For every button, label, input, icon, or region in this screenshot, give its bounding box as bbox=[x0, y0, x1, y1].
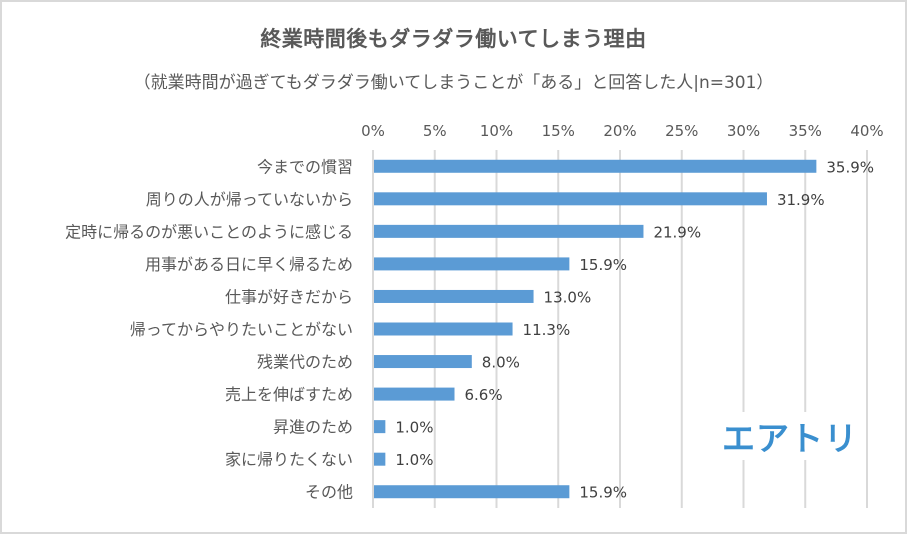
category-label: 周りの人が帰っていないから bbox=[146, 190, 353, 209]
category-labels: 今までの慣習周りの人が帰っていないから定時に帰るのが悪いことのように感じる用事が… bbox=[65, 157, 353, 501]
category-label: 定時に帰るのが悪いことのように感じる bbox=[65, 222, 353, 241]
x-tick-label: 40% bbox=[850, 122, 883, 140]
data-label: 15.9% bbox=[579, 256, 627, 274]
data-label: 1.0% bbox=[395, 419, 433, 437]
data-label: 31.9% bbox=[777, 191, 825, 209]
data-label: 1.0% bbox=[395, 451, 433, 469]
bar bbox=[374, 452, 386, 466]
category-label: 今までの慣習 bbox=[257, 157, 353, 176]
bar bbox=[374, 257, 570, 271]
bars bbox=[374, 159, 817, 499]
category-label: 仕事が好きだから bbox=[225, 287, 353, 306]
category-label: 売上を伸ばすため bbox=[225, 385, 353, 404]
x-tick-label: 10% bbox=[480, 122, 513, 140]
bar bbox=[374, 224, 644, 238]
data-label: 35.9% bbox=[826, 158, 874, 176]
data-label: 13.0% bbox=[544, 288, 592, 306]
x-tick-label: 5% bbox=[423, 122, 447, 140]
bar bbox=[374, 289, 534, 303]
x-axis-ticks: 0% 5% 10% 15% 20% 25% 30% 35% 40% bbox=[361, 122, 884, 140]
x-tick-label: 35% bbox=[789, 122, 822, 140]
chart-subtitle: （就業時間が過ぎてもダラダラ働いてしまうことが「ある」と回答した人|n=301） bbox=[133, 73, 774, 93]
bar bbox=[374, 159, 817, 173]
data-label: 8.0% bbox=[482, 354, 520, 372]
x-tick-label: 0% bbox=[361, 122, 385, 140]
category-label: 用事がある日に早く帰るため bbox=[145, 255, 353, 274]
x-tick-label: 30% bbox=[727, 122, 760, 140]
data-label: 15.9% bbox=[579, 484, 627, 502]
bar bbox=[374, 485, 570, 499]
x-tick-label: 25% bbox=[665, 122, 698, 140]
data-labels: 35.9%31.9% 21.9% 15.9% 13.0% 11.3%8.0% 6.6% 1.… bbox=[395, 158, 874, 501]
data-label: 21.9% bbox=[653, 223, 701, 241]
bar bbox=[374, 355, 472, 369]
airtrip-logo: エアトリ bbox=[718, 412, 862, 460]
bar bbox=[374, 387, 455, 401]
category-label: 残業代のため bbox=[257, 353, 353, 372]
gridlines bbox=[372, 150, 868, 508]
category-label: 家に帰りたくない bbox=[225, 450, 353, 469]
bar bbox=[374, 322, 513, 336]
data-label: 11.3% bbox=[523, 321, 571, 339]
category-label: 帰ってからやりたいことがない bbox=[130, 320, 353, 339]
category-label: その他 bbox=[305, 483, 353, 502]
category-label: 昇進のため bbox=[273, 418, 353, 437]
bar bbox=[374, 420, 386, 434]
chart-title: 終業時間後もダラダラ働いてしまう理由 bbox=[260, 27, 647, 51]
x-tick-label: 20% bbox=[603, 122, 636, 140]
x-tick-label: 15% bbox=[542, 122, 575, 140]
bar bbox=[374, 192, 767, 206]
data-label: 6.6% bbox=[465, 386, 503, 404]
